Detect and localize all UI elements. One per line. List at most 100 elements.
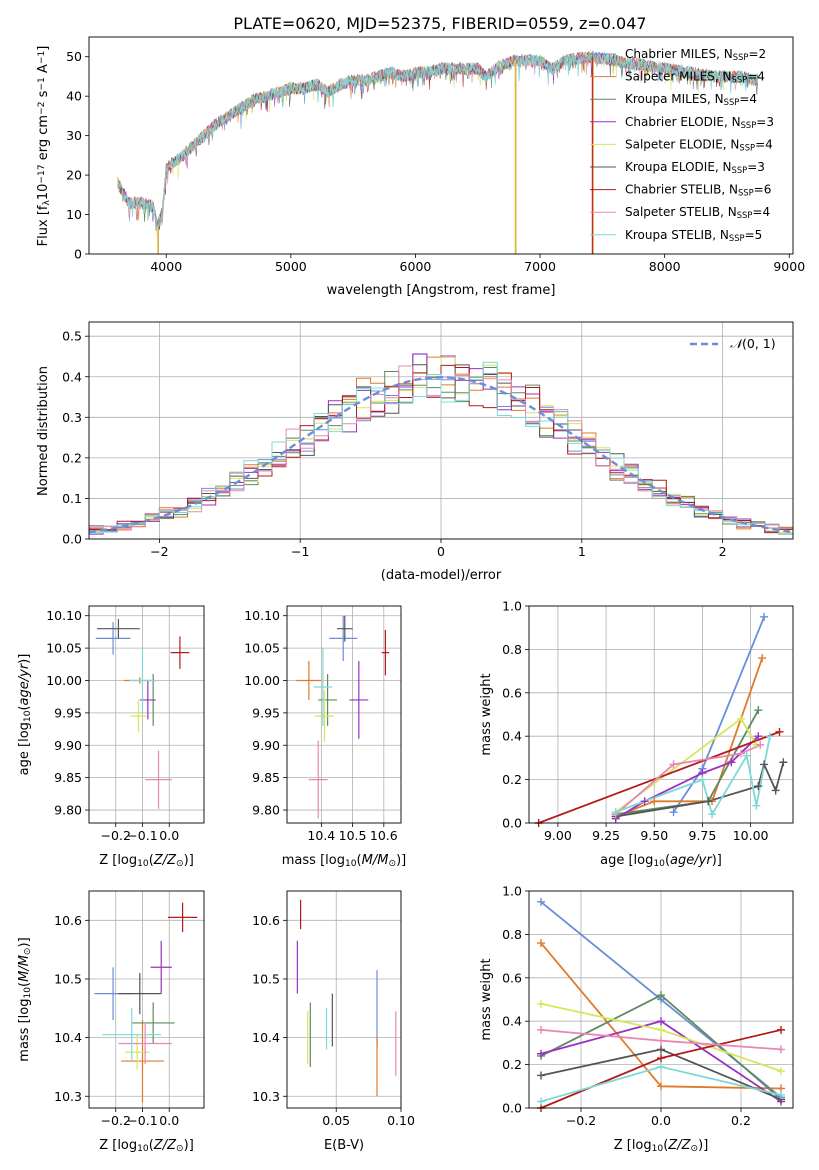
x-axis-label-part: Z/Z <box>667 1138 691 1153</box>
x-axis-label: mass [log10(M/M⊙)] <box>282 853 406 869</box>
weight-marker <box>777 1025 785 1034</box>
weight-line <box>615 657 764 818</box>
x-tick-label: −0.1 <box>127 828 157 843</box>
weight-marker <box>657 1054 665 1063</box>
y-tick-label: 9.85 <box>54 770 82 785</box>
gaussian-curve <box>89 375 793 534</box>
legend-entry-part: (0, 1) <box>742 336 776 351</box>
x-axis-label-part: ( <box>149 853 154 868</box>
x-axis-label-part: )] <box>712 853 722 868</box>
legend-entry-part: Salpeter STELIB, N <box>625 205 737 219</box>
y-tick-label: 0.6 <box>502 970 522 985</box>
legend-entry: Kroupa MILES, NSSP=4 <box>625 92 757 107</box>
legend-entry-part: Chabrier STELIB, N <box>625 183 738 197</box>
y-tick-label: 10.10 <box>244 608 280 623</box>
y-axis-label-part: ( <box>17 705 32 710</box>
legend-entry-part: =3 <box>747 160 765 174</box>
legend-entry: Kroupa STELIB, NSSP=5 <box>625 228 762 243</box>
y-axis-label: age [log10(age/yr)] <box>17 654 33 776</box>
y-tick-label: 0.8 <box>502 642 522 657</box>
x-tick-label: 10.00 <box>733 828 769 843</box>
x-axis-label: Z [log10(Z/Z⊙)] <box>99 1138 194 1154</box>
y-axis-label: mass weight <box>479 958 494 1040</box>
x-axis-label: age [log10(age/yr)] <box>600 853 722 869</box>
x-tick-label: −1 <box>291 544 309 559</box>
x-axis-label-part: 10 <box>653 859 665 869</box>
axes-frame <box>88 605 205 824</box>
x-axis-label-part: )] <box>396 853 406 868</box>
axes-weight_vs_age: 9.00 9.25 9.50 9.75 10.00 0.0 0.2 0.4 0.6 0.8 1.0 a… <box>479 599 794 869</box>
y-tick-label: 0.6 <box>502 685 522 700</box>
x-tick-label: 9.25 <box>592 828 620 843</box>
axes-weight_vs_Z: −0.2 0.0 0.2 0.0 0.2 0.4 0.6 0.8 1.0 Z [log10(Z/Z… <box>479 884 794 1154</box>
weight-marker <box>756 740 765 749</box>
axes-frame <box>286 890 402 1109</box>
y-axis-label-part: age/yr <box>17 662 32 705</box>
weight-marker <box>775 727 784 736</box>
weight-marker <box>754 732 763 741</box>
y-tick-label: 0.0 <box>502 816 522 831</box>
y-axis-label-part: A <box>36 64 51 77</box>
weight-marker <box>727 758 736 767</box>
y-tick-label: 9.90 <box>54 738 82 753</box>
x-axis-label-part: ( <box>663 1138 668 1153</box>
y-tick-label: 50 <box>66 49 82 64</box>
x-axis-label: (data-model)/error <box>381 568 502 583</box>
weight-marker <box>736 714 745 723</box>
weight-marker <box>657 1045 665 1054</box>
y-axis-label: mass weight <box>479 673 494 755</box>
y-tick-label: 9.95 <box>252 705 280 720</box>
y-tick-label: 0.4 <box>502 1014 522 1029</box>
legend-entry-part: =4 <box>752 205 770 219</box>
x-axis-label: E(B-V) <box>324 1138 364 1153</box>
y-tick-label: 0.0 <box>502 1101 522 1116</box>
plot-area-age_vs_mass <box>287 606 401 823</box>
weight-line <box>615 744 761 815</box>
axes-mass_vs_EBV: 0.05 0.10 10.3 10.4 10.5 10.6 E(B-V) <box>252 890 415 1153</box>
y-axis-label-part: 10 <box>23 710 33 722</box>
legend-entry-part: Kroupa ELODIE, N <box>625 160 732 174</box>
plot-area-mass_vs_Z <box>89 891 204 1108</box>
x-tick-label: 7000 <box>524 259 556 274</box>
y-axis-label-part: 10 <box>36 184 51 201</box>
y-axis-label-part: erg cm <box>36 115 51 164</box>
legend-entry: Salpeter MILES, NSSP=4 <box>625 70 765 85</box>
weight-marker <box>537 897 545 906</box>
x-axis-label-part: 10 <box>345 859 357 869</box>
x-axis-label-part: E(B-V) <box>324 1138 364 1153</box>
legend-entry-part: Salpeter MILES, N <box>625 70 732 84</box>
weight-marker <box>765 732 774 741</box>
x-axis-label-part: age [log <box>600 853 653 868</box>
y-tick-label: 10.6 <box>252 913 280 928</box>
x-axis-label-part: Z [log <box>99 1138 137 1153</box>
y-tick-label: 9.85 <box>252 770 280 785</box>
legend-entry-part: Kroupa MILES, N <box>625 92 724 106</box>
legend-entry-part: Kroupa STELIB, N <box>625 228 729 242</box>
weight-marker <box>779 758 788 767</box>
legend-entry-part: =4 <box>739 92 757 106</box>
x-tick-label: 9000 <box>773 259 805 274</box>
y-tick-label: 10.5 <box>54 971 82 986</box>
y-axis-label-part: λ <box>42 200 52 206</box>
plot-area-age_vs_Z <box>89 606 204 823</box>
x-tick-label: 0.0 <box>159 1113 179 1128</box>
y-tick-label: 0.2 <box>502 772 522 787</box>
x-axis-label: Z [log10(Z/Z⊙)] <box>99 853 194 869</box>
y-axis-label-part: s <box>36 90 51 101</box>
legend-entry-part: Salpeter ELODIE, N <box>625 137 739 151</box>
x-axis-label: Z [log10(Z/Z⊙)] <box>614 1138 709 1154</box>
axes-spectrum: 4000 5000 6000 7000 8000 9000 0 10 20 30 40 50 wavel… <box>36 36 805 298</box>
x-tick-label: 1 <box>578 544 586 559</box>
axes-age_vs_Z: −0.2−0.1 0.0 9.80 9.85 9.90 9.95 10.00 10.05 10.… <box>17 605 205 869</box>
y-axis-label: Flux [fλ10−17 erg cm−2 s−1 A−1] <box>36 46 52 247</box>
x-tick-label: 10.5 <box>339 828 367 843</box>
legend-entry-part: Chabrier ELODIE, N <box>625 115 741 129</box>
y-tick-label: 0.4 <box>62 369 82 384</box>
y-tick-label: 10 <box>66 207 82 222</box>
x-axis-label: wavelength [Angstrom, rest frame] <box>327 283 556 298</box>
y-axis-label-part: ( <box>17 982 32 987</box>
axes-frame <box>286 605 402 824</box>
y-tick-label: 10.5 <box>252 971 280 986</box>
